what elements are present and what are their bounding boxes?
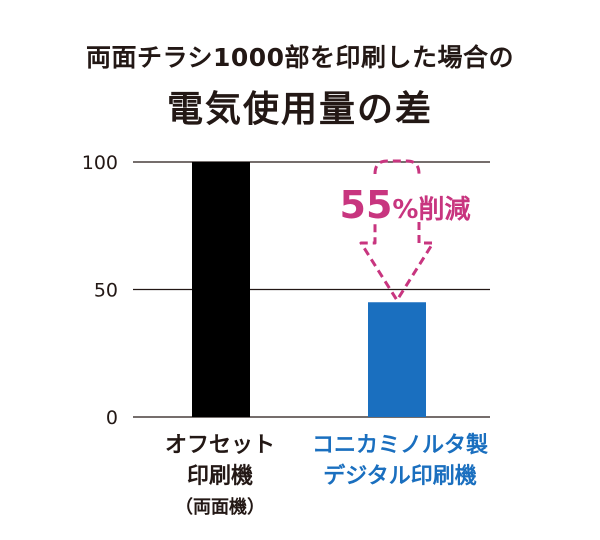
y-tick-label-50: 50 [94,280,118,302]
y-tick-label-100: 100 [82,152,118,174]
chart-title-line2: 電気使用量の差 [166,89,433,130]
reduction-arrow-outline [359,159,435,302]
bar-1 [192,162,250,417]
y-tick-label-0: 0 [106,407,118,429]
category-label-offset-line1: オフセット [164,433,275,458]
reduction-label: 55%削減 [340,183,471,227]
reduction-arrow [359,159,435,302]
reduction-value: 55 [340,183,393,227]
reduction-unit: %削減 [392,195,470,225]
category-label-offset: オフセット 印刷機 （両面機） [150,430,290,523]
category-label-digital: コニカミノルタ製 デジタル印刷機 [300,430,500,492]
bar-2 [368,302,426,417]
category-label-offset-line2: 印刷機 [186,464,253,489]
chart-title-line1: 両面チラシ1000部を印刷した場合の [85,43,515,72]
category-label-offset-line3: （両面機） [175,497,265,518]
category-label-digital-line2: デジタル印刷機 [323,464,477,489]
category-label-digital-line1: コニカミノルタ製 [311,433,488,458]
